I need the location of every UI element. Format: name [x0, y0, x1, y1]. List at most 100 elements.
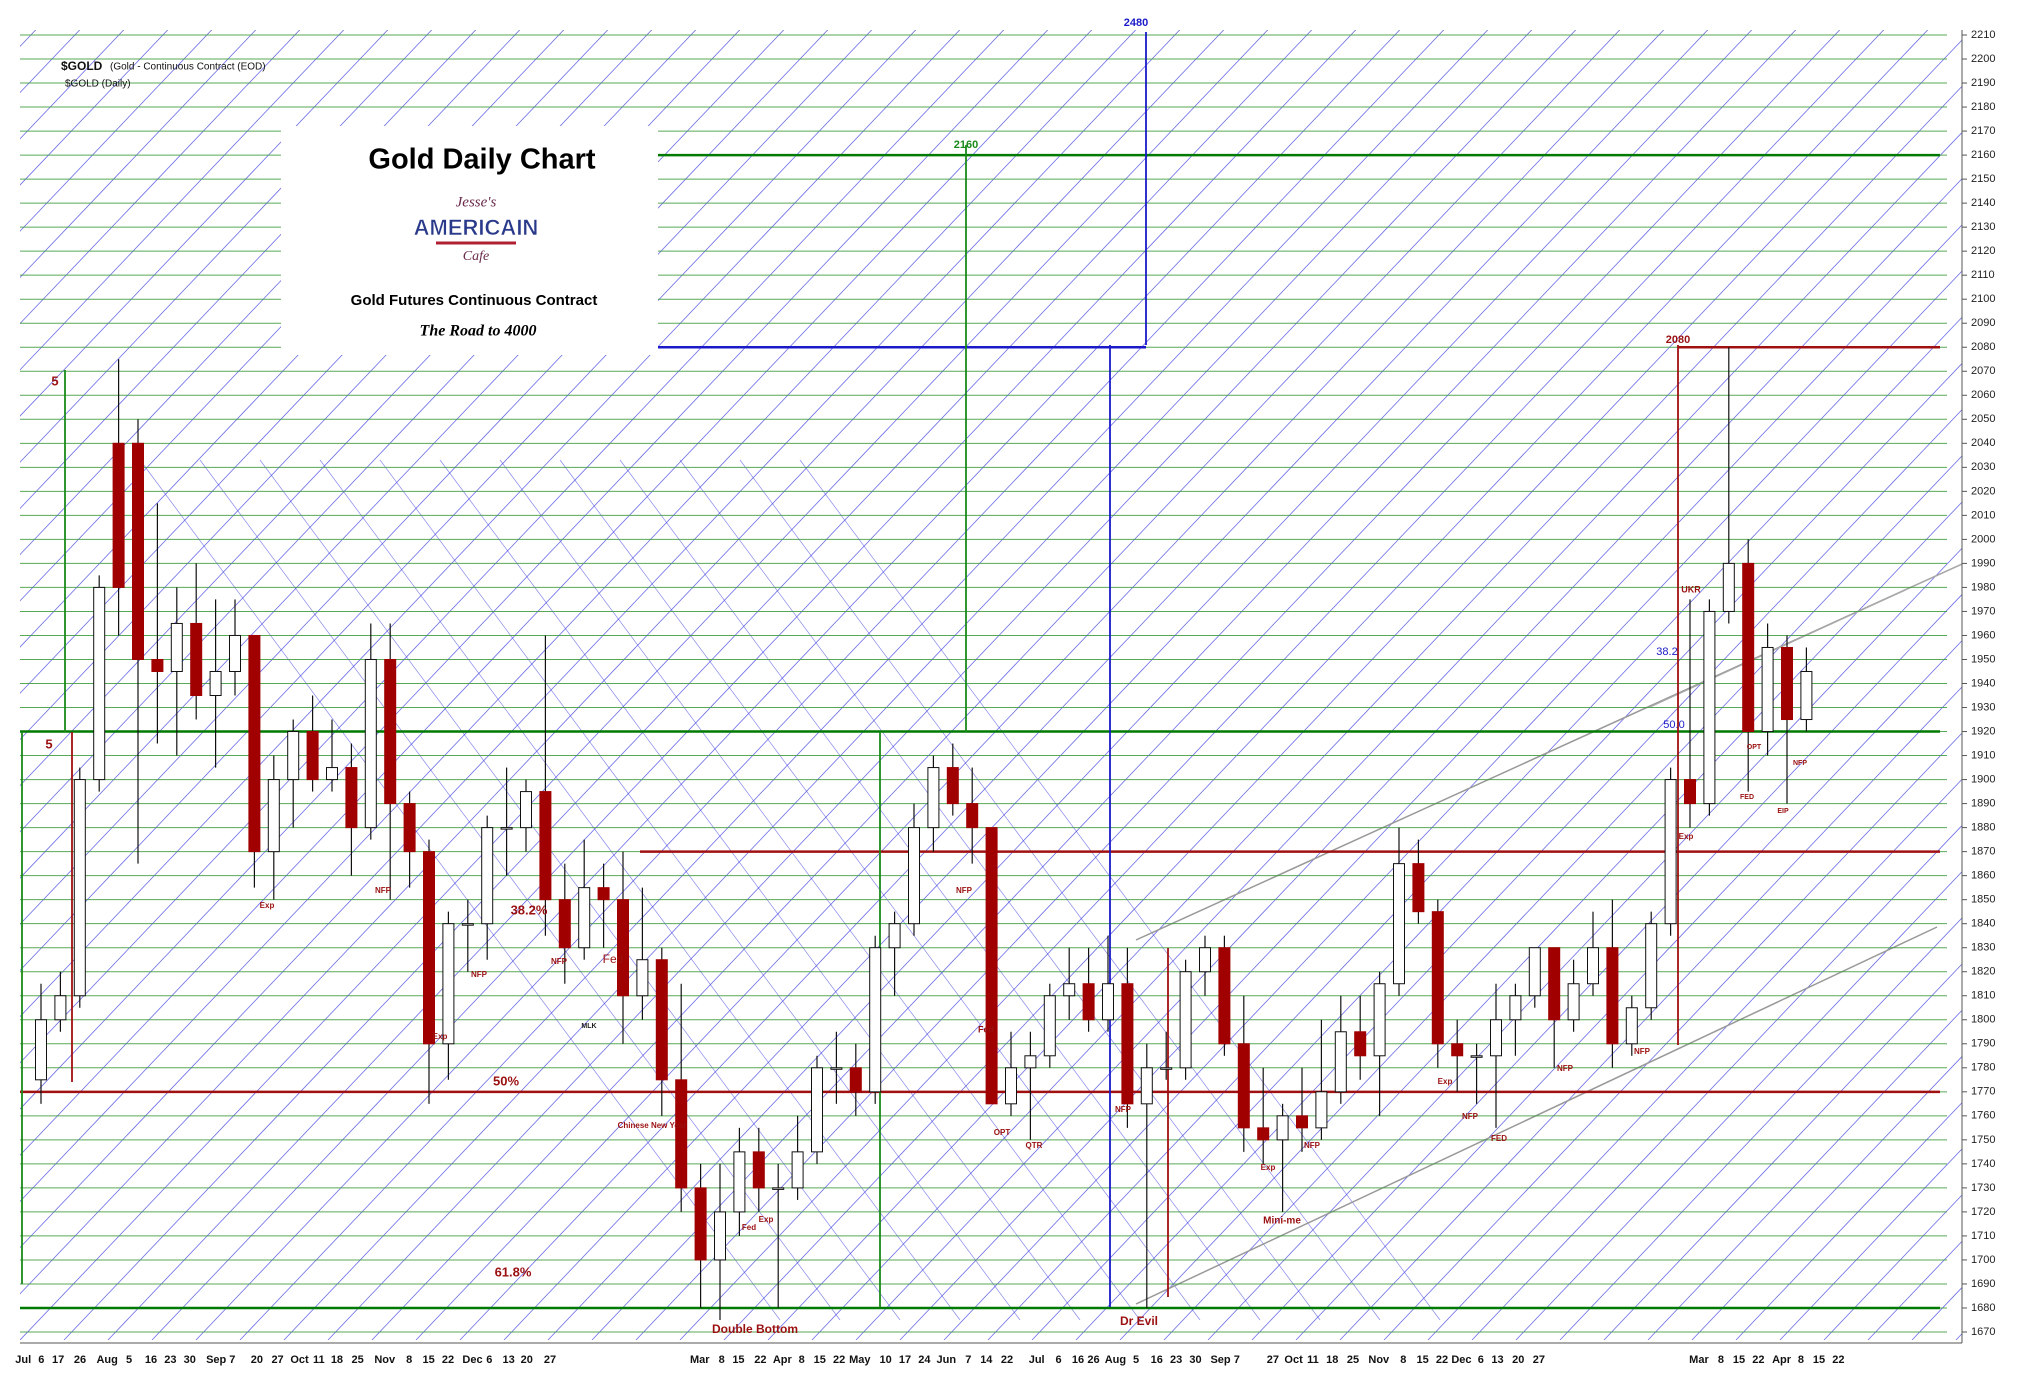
y-tick-label: 1750	[1971, 1134, 1995, 1146]
annotation: NFP	[1793, 760, 1807, 767]
annotation: Exp	[1438, 1077, 1453, 1086]
x-tick-label: 16	[1072, 1354, 1084, 1366]
x-tick-label: 22	[1752, 1354, 1764, 1366]
candle-body	[229, 634, 241, 672]
y-tick-label: 1970	[1971, 605, 1995, 617]
tagline: The Road to 4000	[420, 323, 537, 340]
x-tick-label: 30	[184, 1354, 196, 1366]
candle-body	[1684, 779, 1696, 805]
annotation: UKR	[1681, 584, 1701, 594]
candle-body	[1179, 971, 1192, 1069]
y-tick-label: 1700	[1971, 1254, 1995, 1266]
y-tick-label: 2040	[1971, 437, 1995, 449]
diagonal-line	[499, 459, 1141, 1321]
y-tick-label: 1900	[1971, 773, 1995, 785]
symbol-desc: (Gold - Continuous Contract (EOD)	[110, 62, 266, 73]
x-tick-label: 7	[965, 1354, 971, 1366]
y-tick-label: 1680	[1971, 1302, 1995, 1314]
y-tick-label: 2080	[1971, 341, 1995, 353]
annotation: NFP	[1304, 1141, 1321, 1150]
annotation: Fed	[978, 1024, 994, 1034]
candle-body	[1315, 1091, 1328, 1129]
candle-body	[675, 1079, 688, 1189]
candle-body	[733, 1151, 746, 1213]
y-tick-label: 2060	[1971, 389, 1995, 401]
candle-body	[248, 634, 261, 853]
candle-body	[481, 827, 494, 925]
diagonal-line	[20, 30, 301, 325]
candle-body	[1160, 1067, 1173, 1070]
candle-body	[966, 803, 979, 829]
annotation: 38.2%	[511, 902, 548, 917]
x-tick-label: 10	[880, 1354, 892, 1366]
diagonal-line	[1735, 1102, 1962, 1340]
annotation: NFP	[551, 957, 568, 966]
diagonal-line	[1339, 686, 1962, 1340]
annotation: OPT	[1747, 744, 1762, 751]
annotation: Mini-me	[1263, 1216, 1301, 1227]
candle-body	[714, 1211, 726, 1261]
x-tick-label: 23	[164, 1354, 176, 1366]
x-tick-label: 25	[351, 1354, 363, 1366]
y-tick-label: 2130	[1971, 221, 1995, 233]
diagonal-line	[1295, 640, 1962, 1340]
x-tick-label: 26	[1087, 1354, 1099, 1366]
x-tick-label: 11	[313, 1354, 325, 1366]
candle-body	[1140, 1067, 1153, 1105]
diagonal-line	[20, 30, 1049, 1110]
candle-body	[1218, 947, 1231, 1045]
logo-top: Jesse's	[456, 194, 497, 210]
annotation: 2480	[1124, 17, 1148, 29]
diagonal-line	[1515, 871, 1962, 1340]
diagonal-line	[415, 30, 1665, 1340]
diagonal-line	[1647, 1009, 1962, 1340]
candle-body	[830, 1067, 843, 1070]
y-tick-label: 2190	[1971, 77, 1995, 89]
x-tick-label: 26	[74, 1354, 86, 1366]
diagonal-line	[987, 316, 1962, 1340]
label-layer: Jul 6 17 26 Aug 5 16 23 30 Sep 7 20 27 Oct 11 18 25 Nov 8…	[15, 17, 1844, 1366]
y-tick-label: 1840	[1971, 918, 1995, 930]
candle-body	[1296, 1115, 1308, 1129]
candle-body	[578, 887, 591, 949]
diagonal-line	[799, 459, 1441, 1321]
candle-body	[1664, 779, 1677, 925]
x-tick-label: 8	[719, 1354, 725, 1366]
candle-body	[694, 1187, 707, 1261]
candle-body	[461, 923, 474, 926]
x-tick-label: 18	[331, 1354, 343, 1366]
candle-body	[617, 899, 629, 997]
candle-body	[636, 959, 649, 997]
diagonal-line	[547, 30, 1797, 1340]
candle-body	[1393, 863, 1405, 985]
diagonal-line	[20, 30, 389, 417]
grid-layer: 1670 1680 1690 1700 1710 1720 1730 1740 1750 1760…	[20, 29, 1995, 1338]
y-tick-label: 1880	[1971, 822, 1995, 834]
x-tick-label: 22	[1436, 1354, 1448, 1366]
annotation: 50.0	[1663, 719, 1684, 731]
logo-main: AMERICAIN	[414, 215, 539, 240]
x-tick-label: Mar	[690, 1354, 710, 1366]
y-tick-label: 2160	[1971, 149, 1995, 161]
x-tick-label: Sep 7	[206, 1354, 235, 1366]
candle-body	[1703, 610, 1716, 805]
annotation: Dr Evil	[1120, 1314, 1158, 1328]
x-tick-label: 20	[521, 1354, 533, 1366]
candle-body	[946, 767, 959, 805]
x-tick-label: Aug	[1105, 1354, 1126, 1366]
y-tick-label: 2030	[1971, 461, 1995, 473]
diagonal-line	[619, 459, 1261, 1321]
x-tick-label: 15	[422, 1354, 434, 1366]
x-tick-label: 22	[833, 1354, 845, 1366]
candle-body	[1412, 863, 1425, 913]
diagonal-line	[20, 30, 917, 971]
annotation: QTR	[1026, 1141, 1043, 1150]
annotation: 50%	[493, 1073, 519, 1088]
x-tick-label: Apr	[773, 1354, 793, 1366]
diagonal-line	[1471, 824, 1962, 1340]
candle-body	[597, 887, 610, 901]
annotation: FED	[1740, 794, 1754, 801]
x-tick-label: 30	[1189, 1354, 1201, 1366]
x-tick-label: Jun	[937, 1354, 957, 1366]
annotation: Exp	[260, 901, 275, 910]
